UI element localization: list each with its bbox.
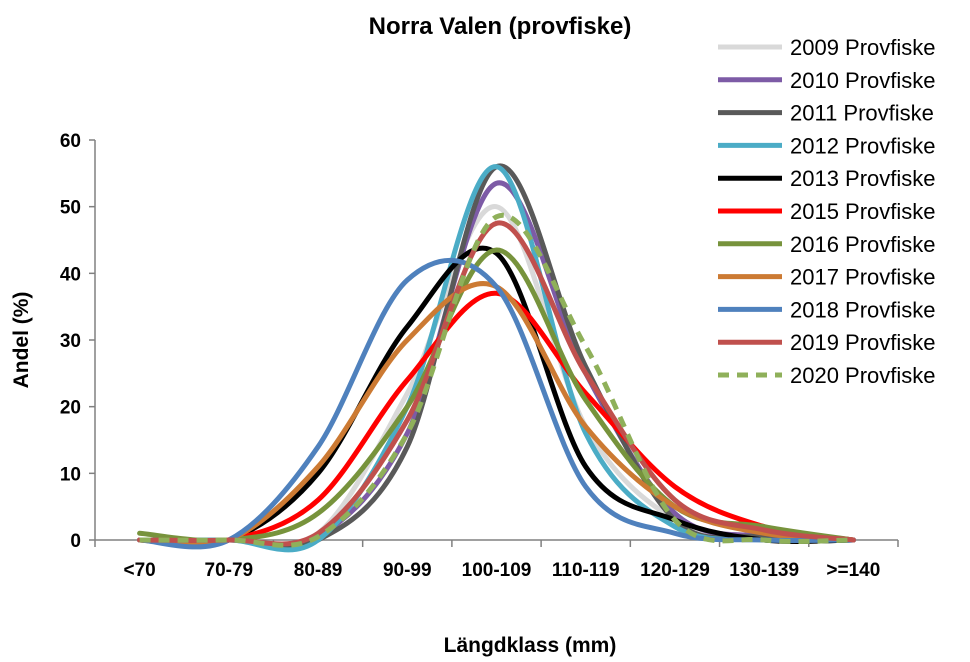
legend-label: 2009 Provfiske: [790, 35, 936, 60]
legend-label: 2010 Provfiske: [790, 68, 936, 93]
legend-label: 2016 Provfiske: [790, 232, 936, 257]
x-tick-label: 120-129: [640, 560, 710, 581]
y-tick-label: 10: [60, 464, 81, 485]
series-line-2018: [137, 257, 856, 550]
chart-title: Norra Valen (provfiske): [369, 13, 632, 40]
x-tick-label: 70-79: [205, 560, 254, 581]
y-tick-label: 20: [60, 398, 81, 419]
legend-label: 2013 Provfiske: [790, 166, 936, 191]
x-tick-label: 130-139: [729, 560, 799, 581]
x-tick-label: 80-89: [294, 560, 343, 581]
x-tick-label: 110-119: [552, 560, 620, 581]
x-tick-label: >=140: [826, 560, 880, 581]
y-tick-label: 0: [70, 531, 81, 552]
series-line-2019: [137, 220, 856, 547]
series-layer: [137, 163, 856, 553]
legend-label: 2011 Provfiske: [790, 101, 934, 126]
y-tick-label: 50: [60, 198, 81, 219]
series-line-2017: [137, 281, 856, 548]
y-axis: 0 10 20 30 40 50 60: [60, 131, 96, 552]
series-line-2010: [137, 180, 856, 548]
y-tick-label: 40: [60, 264, 81, 285]
x-tick-label: <70: [123, 560, 155, 581]
series-line-2015: [137, 290, 856, 546]
x-tick-label: 100-109: [462, 560, 532, 581]
legend-label: 2012 Provfiske: [790, 133, 936, 158]
x-axis: <70 70-79 80-89 90-99 100-109 110-119 120-129 1…: [94, 539, 899, 581]
legend-label: 2017 Provfiske: [790, 265, 936, 290]
legend-label: 2018 Provfiske: [790, 297, 936, 322]
y-tick-label: 30: [60, 331, 81, 352]
y-axis-label: Andel (%): [10, 292, 33, 389]
legend-label: 2015 Provfiske: [790, 199, 936, 224]
legend: 2009 Provfiske 2010 Provfiske 2011 Provfis…: [718, 35, 936, 388]
legend-label: 2019 Provfiske: [790, 330, 936, 355]
y-tick-label: 60: [60, 131, 81, 152]
x-axis-label: Längdklass (mm): [444, 634, 617, 657]
x-tick-label: 90-99: [383, 560, 432, 581]
legend-label: 2020 Provfiske: [790, 363, 936, 388]
series-line-2013: [137, 245, 856, 548]
series-line-2020: [139, 212, 854, 548]
